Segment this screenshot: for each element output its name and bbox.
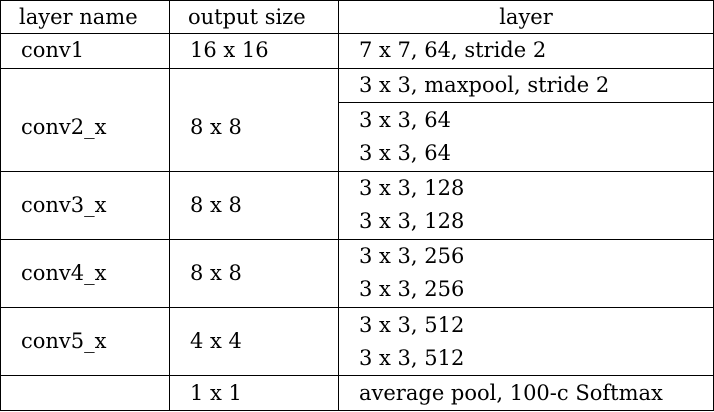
row-conv1-layer: 7 x 7, 64, stride 2 <box>338 33 714 69</box>
row-conv4-size: 8 x 8 <box>169 238 339 309</box>
layer-line: 3 x 3, 256 <box>359 244 465 269</box>
header-layer: layer <box>338 0 714 34</box>
table-row: conv1 16 x 16 7 x 7, 64, stride 2 <box>0 33 714 69</box>
layer-line: 3 x 3, 512 <box>359 312 465 337</box>
row-conv4-layer: 3 x 3, 256 3 x 3, 256 <box>338 238 714 309</box>
row-conv2-layer-maxpool: 3 x 3, maxpool, stride 2 <box>338 67 714 104</box>
row-final-size: 1 x 1 <box>169 375 339 411</box>
layer-line: 3 x 3, 512 <box>359 345 465 370</box>
row-conv1-size: 16 x 16 <box>169 33 339 69</box>
row-conv3-size: 8 x 8 <box>169 170 339 240</box>
table-row: 1 x 1 average pool, 100-c Softmax <box>0 375 714 411</box>
row-final-layer: average pool, 100-c Softmax <box>338 375 714 411</box>
table-row: 3 x 3, 64 3 x 3, 64 <box>1 102 714 172</box>
row-conv3-layer: 3 x 3, 128 3 x 3, 128 <box>338 170 714 240</box>
layer-line: 3 x 3, 64 <box>359 107 451 132</box>
header-layer-name: layer name <box>0 0 170 34</box>
layer-line: 7 x 7, 64, stride 2 <box>359 38 547 63</box>
table-row: conv4_x 8 x 8 3 x 3, 256 3 x 3, 256 <box>0 238 714 309</box>
table-header-row: layer name output size layer <box>0 0 714 34</box>
row-conv2-layer-convs: 3 x 3, 64 3 x 3, 64 <box>338 102 714 172</box>
row-conv1-name: conv1 <box>0 33 170 69</box>
layer-line: 3 x 3, maxpool, stride 2 <box>359 72 610 97</box>
row-conv4-name: conv4_x <box>0 238 170 309</box>
row-conv5-layer: 3 x 3, 512 3 x 3, 512 <box>338 307 714 377</box>
table-row: conv3_x 8 x 8 3 x 3, 128 3 x 3, 128 <box>0 170 714 240</box>
layer-line: 3 x 3, 128 <box>359 209 465 234</box>
table-row: conv2_x 8 x 8 3 x 3, maxpool, stride 2 <box>0 67 714 172</box>
row-conv5-size: 4 x 4 <box>169 307 339 377</box>
row-conv3-name: conv3_x <box>0 170 170 240</box>
layer-line: 3 x 3, 128 <box>359 176 465 201</box>
header-output-size: output size <box>169 0 339 34</box>
row-conv2-name: conv2_x <box>0 67 170 172</box>
row-final-name <box>0 375 170 411</box>
table-row: conv5_x 4 x 4 3 x 3, 512 3 x 3, 512 <box>0 307 714 377</box>
row-conv2-size: 8 x 8 <box>169 67 339 172</box>
row-conv5-name: conv5_x <box>0 307 170 377</box>
layer-line: average pool, 100-c Softmax <box>359 380 663 405</box>
layer-line: 3 x 3, 64 <box>359 140 451 165</box>
layer-line: 3 x 3, 256 <box>359 277 465 302</box>
